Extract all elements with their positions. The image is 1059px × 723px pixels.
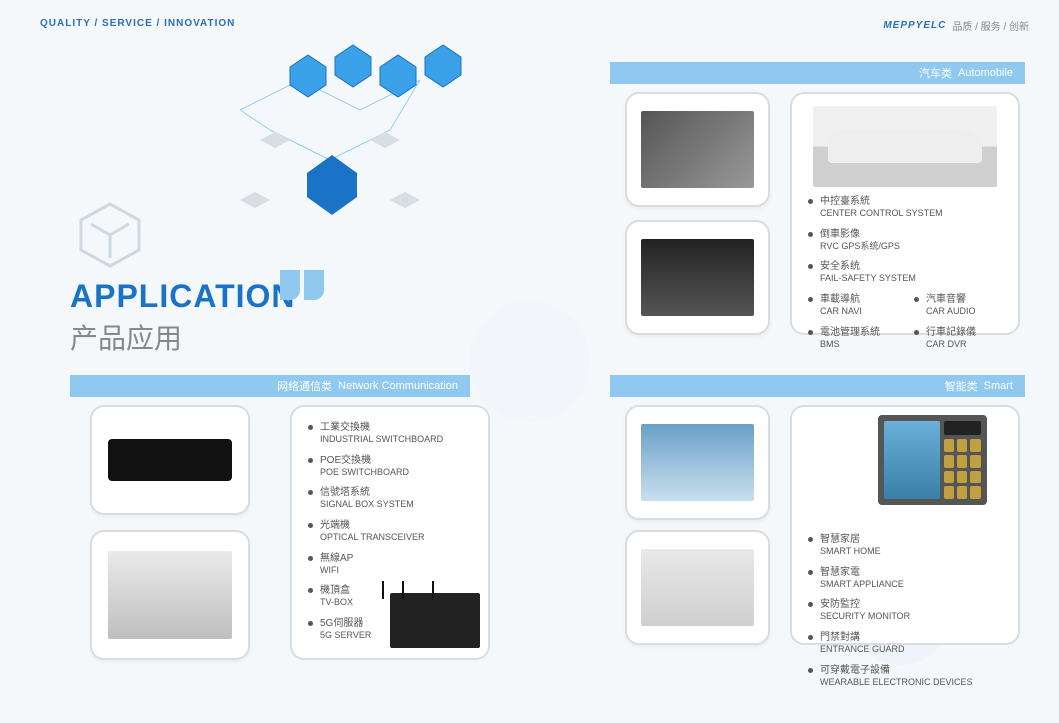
list-item-en: WEARABLE ELECTRONIC DEVICES	[820, 677, 1002, 689]
smart-text-card: 智慧家居SMART HOME 智慧家電SMART APPLIANCE 安防監控SEC…	[790, 405, 1020, 645]
list-item: 倒車影像RVC GPS系统/GPS	[808, 228, 1002, 253]
list-item: 車載導航CAR NAVI	[808, 293, 896, 318]
section-bar-network-cn: 网络通信类	[277, 378, 332, 394]
list-item-cn: 工業交換機	[320, 421, 472, 434]
auto-text-card: 中控臺系統CENTER CONTROL SYSTEM 倒車影像RVC GPS系统/…	[790, 92, 1020, 335]
header-tagline-right: 品质 / 服务 / 创新	[952, 18, 1029, 33]
list-item: 行車記錄儀CAR DVR	[914, 326, 1002, 351]
list-item-cn: 中控臺系統	[820, 195, 1002, 208]
list-item-en: CAR DVR	[926, 339, 1002, 351]
network-inset-device-image	[390, 593, 480, 648]
list-item: 門禁對講ENTRANCE GUARD	[808, 631, 1002, 656]
quote-decor	[280, 270, 324, 300]
list-item-cn: 安防監控	[820, 598, 1002, 611]
section-bar-smart-en: Smart	[984, 380, 1013, 392]
list-item-cn: 安全系统	[820, 260, 1002, 273]
list-item: 智慧家居SMART HOME	[808, 533, 1002, 558]
list-item-en: SMART HOME	[820, 546, 1002, 558]
auto-image-interior-1	[625, 92, 770, 207]
list-item-cn: 可穿戴電子設備	[820, 664, 1002, 677]
hero-illustration	[180, 40, 480, 260]
section-bar-auto-cn: 汽车类	[919, 65, 952, 81]
section-bar-smart: 智能类 Smart	[610, 375, 1025, 397]
list-item: POE交換機POE SWITCHBOARD	[308, 454, 472, 479]
section-bar-network: 网络通信类 Network Communication	[70, 375, 470, 397]
list-item-en: WIFI	[320, 565, 472, 577]
list-item-en: CAR AUDIO	[926, 306, 1002, 318]
list-item-en: CENTER CONTROL SYSTEM	[820, 208, 1002, 220]
title-en: APPLICATION	[70, 278, 296, 315]
list-item: 安全系统FAIL-SAFETY SYSTEM	[808, 260, 1002, 285]
section-bar-network-en: Network Communication	[338, 380, 458, 392]
header-brand-block: MEPPYELC 品质 / 服务 / 创新	[883, 18, 1029, 33]
list-item-en: RVC GPS系统/GPS	[820, 241, 1002, 253]
list-item-cn: 光端機	[320, 519, 472, 532]
brand-logo-text: MEPPYELC	[883, 20, 946, 31]
section-bar-auto: 汽车类 Automobile	[610, 62, 1025, 84]
list-item-cn: 車載導航	[820, 293, 896, 306]
list-item-en: FAIL-SAFETY SYSTEM	[820, 273, 1002, 285]
page-title: APPLICATION 产品应用	[70, 278, 296, 357]
list-item-en: SIGNAL BOX SYSTEM	[320, 499, 472, 511]
network-image-server	[90, 530, 250, 660]
hex-logo-icon	[75, 200, 145, 270]
network-text-card: 工業交換機INDUSTRIAL SWITCHBOARD POE交換機POE SWI…	[290, 405, 490, 660]
list-item-cn: 倒車影像	[820, 228, 1002, 241]
list-item: 中控臺系統CENTER CONTROL SYSTEM	[808, 195, 1002, 220]
list-item-en: ENTRANCE GUARD	[820, 644, 1002, 656]
list-item-en: BMS	[820, 339, 896, 351]
list-item-en: SECURITY MONITOR	[820, 611, 1002, 623]
list-item-cn: 信號塔系統	[320, 486, 472, 499]
list-item-cn: 電池管理系統	[820, 326, 896, 339]
header-tagline-left: QUALITY / SERVICE / INNOVATION	[40, 18, 235, 29]
list-item: 汽車音響CAR AUDIO	[914, 293, 1002, 318]
list-item: 電池管理系統BMS	[808, 326, 896, 351]
list-item: 光端機OPTICAL TRANSCEIVER	[308, 519, 472, 544]
title-cn: 产品应用	[70, 317, 296, 357]
list-item-cn: 智慧家居	[820, 533, 1002, 546]
list-item: 信號塔系統SIGNAL BOX SYSTEM	[308, 486, 472, 511]
list-item-cn: 汽車音響	[926, 293, 1002, 306]
list-item-en: POE SWITCHBOARD	[320, 467, 472, 479]
list-item-en: OPTICAL TRANSCEIVER	[320, 532, 472, 544]
list-item-cn: 行車記錄儀	[926, 326, 1002, 339]
list-item-en: SMART APPLIANCE	[820, 579, 1002, 591]
network-image-switch	[90, 405, 250, 515]
list-item-cn: POE交換機	[320, 454, 472, 467]
auto-suv-image	[813, 106, 997, 187]
section-bar-smart-cn: 智能类	[945, 378, 978, 394]
auto-image-interior-2	[625, 220, 770, 335]
list-item-cn: 智慧家電	[820, 566, 1002, 579]
list-item-en: CAR NAVI	[820, 306, 896, 318]
list-item: 工業交換機INDUSTRIAL SWITCHBOARD	[308, 421, 472, 446]
section-bar-auto-en: Automobile	[958, 67, 1013, 79]
smart-intercom-image	[878, 415, 986, 505]
list-item-cn: 無線AP	[320, 552, 472, 565]
list-item: 無線APWIFI	[308, 552, 472, 577]
list-item: 可穿戴電子設備WEARABLE ELECTRONIC DEVICES	[808, 664, 1002, 689]
list-item-cn: 門禁對講	[820, 631, 1002, 644]
list-item-en: INDUSTRIAL SWITCHBOARD	[320, 434, 472, 446]
list-item: 安防監控SECURITY MONITOR	[808, 598, 1002, 623]
smart-image-room	[625, 405, 770, 520]
list-item: 智慧家電SMART APPLIANCE	[808, 566, 1002, 591]
smart-image-kitchen	[625, 530, 770, 645]
